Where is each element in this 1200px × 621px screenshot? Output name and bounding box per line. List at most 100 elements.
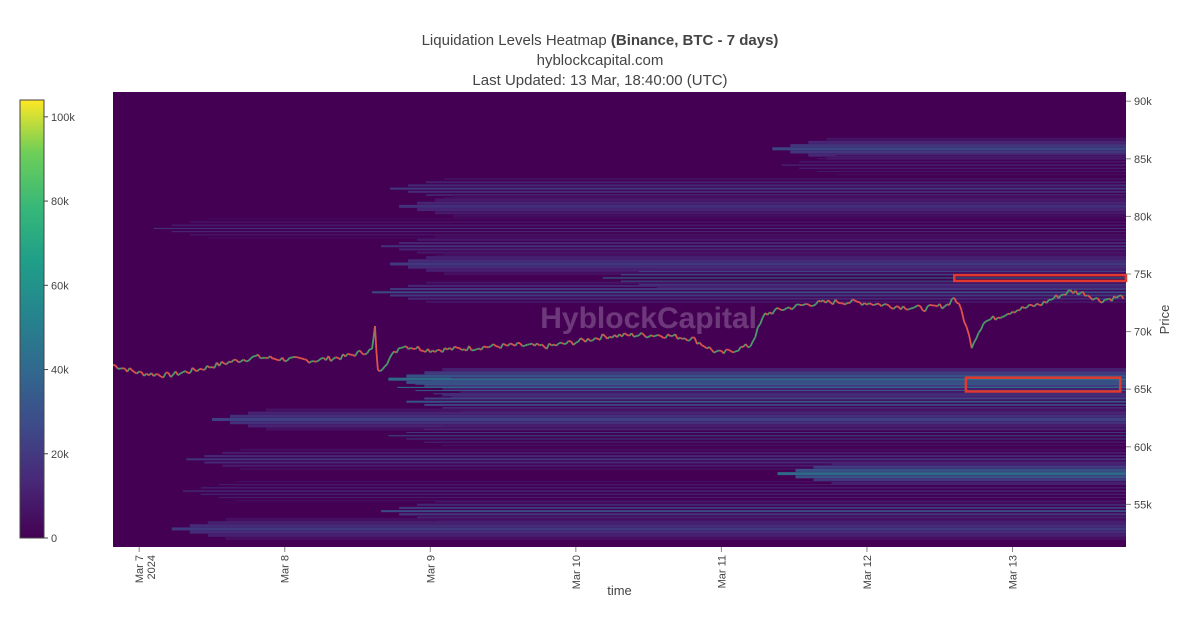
price-segment	[815, 300, 820, 305]
price-segment	[330, 358, 334, 362]
price-segment	[332, 356, 337, 360]
price-segment	[129, 367, 133, 371]
price-segment	[861, 302, 866, 306]
liquidation-band-line	[229, 421, 1127, 425]
liquidation-band-line	[229, 414, 1127, 418]
price-segment	[375, 351, 379, 371]
price-segment	[158, 373, 162, 378]
liquidation-band-line	[399, 248, 1126, 251]
price-segment	[994, 316, 999, 321]
price-segment	[301, 357, 305, 361]
liquidation-band-line	[826, 137, 1126, 141]
liquidation-band-line	[417, 251, 1126, 254]
price-segment	[844, 302, 849, 306]
liquidation-band-line	[426, 256, 1126, 260]
liquidation-band-line	[813, 478, 1126, 482]
price-segment	[539, 343, 543, 347]
price-segment	[1113, 295, 1117, 299]
price-segment	[941, 305, 946, 310]
price-segment	[524, 343, 528, 347]
price-segment	[1099, 300, 1103, 304]
price-segment	[184, 370, 189, 374]
liquidation-band-line	[218, 496, 1127, 498]
price-segment	[499, 343, 504, 349]
liquidation-band-line	[426, 268, 1126, 272]
price-segment	[730, 350, 734, 354]
price-segment	[1120, 294, 1125, 300]
price-segment	[177, 372, 181, 376]
price-segment	[548, 342, 553, 347]
price-segment	[1050, 297, 1055, 301]
price-segment	[866, 302, 870, 306]
price-segment	[454, 345, 458, 349]
price-segment	[701, 344, 705, 348]
price-segment	[143, 372, 148, 377]
price-segment	[868, 302, 873, 306]
price-segment	[133, 371, 138, 375]
price-segment	[211, 366, 215, 369]
liquidation-band-line	[620, 274, 1126, 276]
y-tick-label: 75k	[1134, 269, 1152, 281]
liquidation-band-line	[397, 386, 1127, 388]
liquidation-band-line	[442, 368, 1127, 372]
price-segment	[366, 348, 371, 354]
price-segment	[403, 345, 407, 348]
price-segment	[408, 346, 412, 350]
liquidation-band-line	[835, 174, 1126, 176]
y-tick-label: 60k	[1134, 442, 1152, 454]
price-segment	[970, 341, 975, 349]
price-segment	[948, 298, 953, 306]
price-segment	[483, 345, 487, 348]
price-segment	[379, 368, 384, 372]
x-tick-label: Mar 10	[571, 555, 583, 589]
price-segment	[1118, 294, 1122, 297]
price-segment	[943, 303, 948, 308]
highlight-box	[953, 273, 1128, 283]
price-segment	[682, 337, 686, 340]
colorbar-tick-label: 60k	[51, 280, 69, 292]
price-segment	[1087, 294, 1091, 298]
liquidation-band	[390, 252, 1126, 276]
liquidation-band-line	[460, 391, 1127, 394]
liquidation-band-line	[186, 458, 1126, 461]
liquidation-band-line	[189, 234, 1126, 236]
liquidation-band-line	[444, 178, 1126, 181]
price-segment	[478, 347, 482, 351]
liquidation-band-line	[189, 221, 1126, 223]
price-segment	[759, 317, 764, 325]
price-segment	[536, 342, 541, 347]
liquidation-band-line	[638, 283, 1126, 285]
price-segment	[514, 342, 519, 347]
price-segment	[519, 342, 524, 347]
liquidation-band-line	[781, 164, 1126, 166]
liquidation-band-line	[435, 235, 1126, 238]
price-segment	[1026, 303, 1031, 308]
liquidation-band-line	[426, 194, 1126, 197]
price-segment	[980, 323, 985, 330]
price-segment	[502, 342, 506, 346]
price-segment	[716, 349, 720, 353]
price-segment	[606, 335, 611, 340]
liquidation-band-line	[417, 238, 1126, 241]
colorbar-tick-label: 100k	[51, 112, 75, 124]
watermark: HyblockCapital	[540, 302, 757, 335]
x-tick-label-year: 2024	[146, 555, 158, 579]
price-segment	[221, 360, 225, 365]
highlight-boxes	[953, 273, 1128, 393]
price-segment	[230, 359, 235, 363]
price-segment	[733, 350, 737, 354]
price-segment	[572, 342, 577, 346]
price-segment	[1089, 296, 1094, 301]
liquidation-band-line	[408, 190, 1126, 193]
liquidation-band-line	[435, 198, 1126, 202]
chart-title: Liquidation Levels Heatmap (Binance, BTC…	[0, 32, 1200, 49]
liquidation-band	[153, 218, 1126, 239]
price-segment	[626, 333, 630, 337]
price-segment	[1084, 294, 1088, 297]
price-segment	[299, 356, 302, 360]
price-segment	[281, 357, 286, 362]
liquidation-band-line	[424, 384, 1127, 388]
liquidation-band-line	[602, 277, 1126, 279]
liquidation-band-line	[388, 377, 1127, 381]
